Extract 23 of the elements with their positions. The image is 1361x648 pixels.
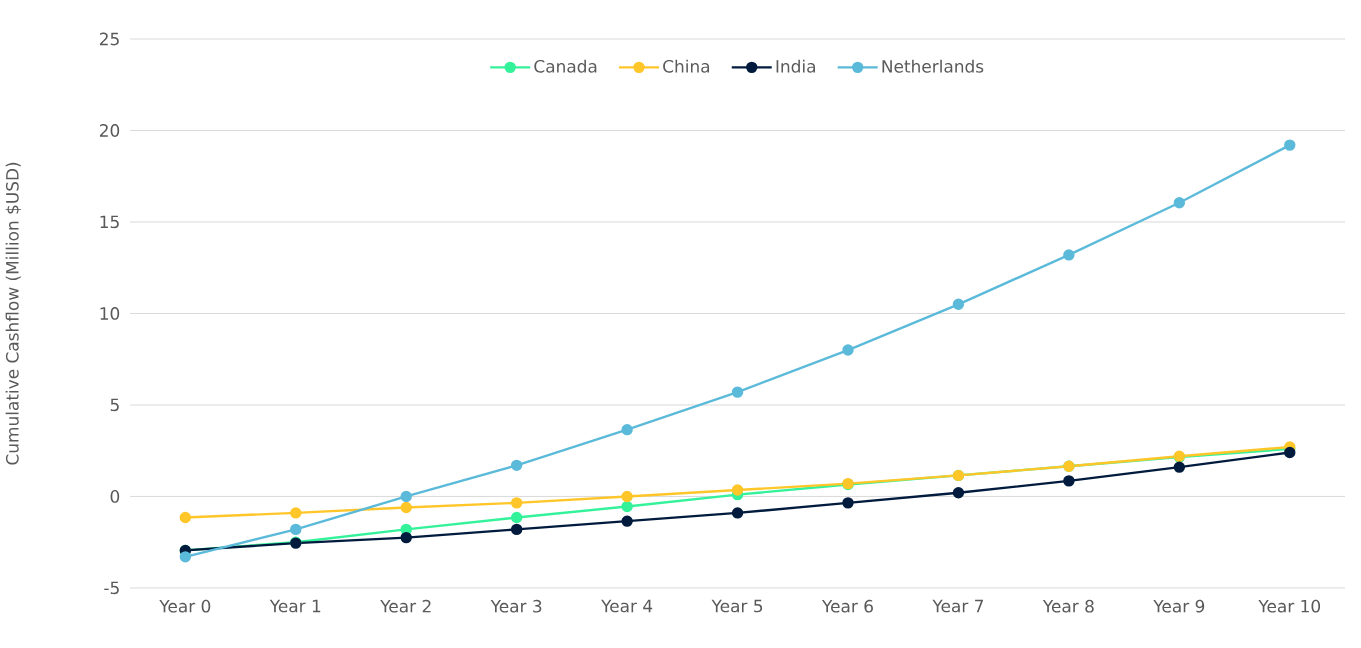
x-tick-label: Year 0 [159, 599, 211, 613]
y-tick-label: 25 [99, 32, 119, 46]
x-tick-label: Year 9 [1153, 599, 1205, 613]
x-tick-label: Year 6 [821, 599, 873, 613]
x-tick-label: Year 8 [1042, 599, 1094, 613]
y-tick-label: 15 [100, 215, 119, 229]
x-tick-label: Year 3 [490, 599, 542, 613]
x-tick-label: Year 1 [269, 599, 321, 613]
y-tick-label: -5 [104, 581, 119, 595]
y-tick-label: 0 [110, 490, 120, 503]
x-tick-label: Year 10 [1258, 599, 1321, 613]
x-tick-label: Year 5 [711, 599, 763, 613]
legend-label: Netherlands [882, 59, 984, 73]
y-tick-label: 5 [110, 398, 119, 412]
y-axis-title: Cumulative Cashflow (Million $USD) [5, 162, 21, 465]
x-tick-label: Year 7 [932, 599, 983, 613]
legend-label: China [663, 59, 710, 73]
y-tick-label: 10 [100, 307, 120, 320]
x-tick-label: Year 2 [380, 599, 431, 613]
y-tick-label: 20 [99, 124, 120, 137]
legend-label: India [776, 59, 815, 73]
x-tick-label: Year 4 [601, 599, 653, 613]
legend-label: Canada [534, 59, 597, 73]
